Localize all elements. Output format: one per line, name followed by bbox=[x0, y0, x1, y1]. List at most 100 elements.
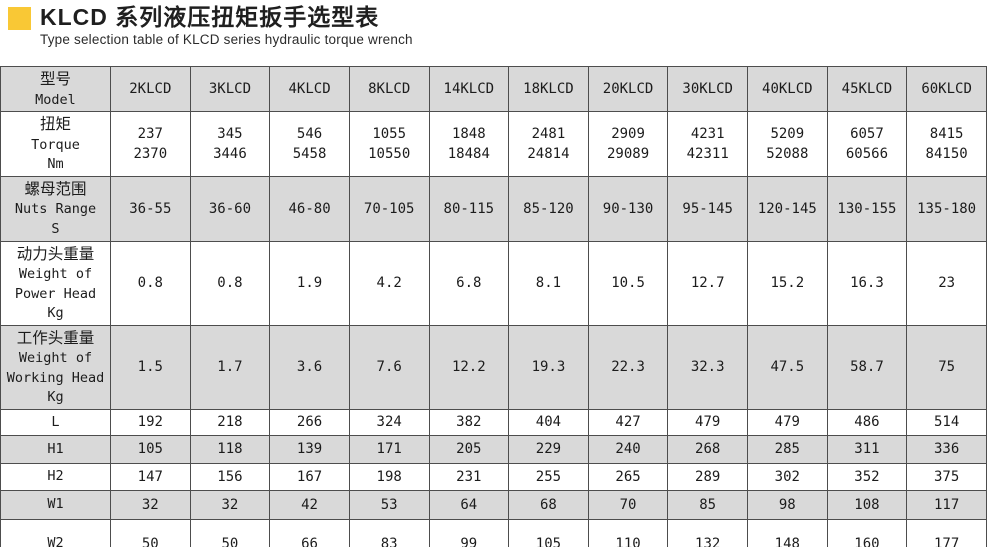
nuts-range-value-18klcd: 85-120 bbox=[508, 175, 589, 242]
row-label-dim-h2: H2 bbox=[0, 462, 111, 491]
corner-cell-model: 型号 Model bbox=[0, 66, 111, 113]
working-head-weight-value-14klcd: 12.2 bbox=[428, 324, 510, 410]
power-head-weight-value-20klcd: 10.5 bbox=[587, 240, 669, 326]
nuts-range-value-4klcd: 46-80 bbox=[269, 175, 350, 242]
torque-value-2klcd: 237 2370 bbox=[110, 111, 191, 177]
dim-h2-value-3klcd: 156 bbox=[189, 462, 271, 491]
dim-l-value-18klcd: 404 bbox=[508, 408, 589, 436]
nuts-range-value-8klcd: 70-105 bbox=[348, 175, 430, 242]
torque-value-3klcd: 345 3446 bbox=[189, 111, 271, 177]
table-header-row: 型号 Model 2KLCD 3KLCD 4KLCD 8KLCD 14KLCD 18KLCD… bbox=[0, 66, 987, 113]
dim-h1-value-40klcd: 285 bbox=[747, 434, 828, 464]
dim-w2-value-18klcd: 105 bbox=[508, 518, 589, 547]
power-head-weight-value-14klcd: 6.8 bbox=[428, 240, 510, 326]
row-label-working-head-weight: 工作头重量 Weight of Working Head Kg bbox=[0, 324, 111, 410]
model-header-3klcd: 3KLCD bbox=[189, 66, 271, 113]
dim-w1-value-18klcd: 68 bbox=[508, 489, 589, 520]
power-head-weight-value-30klcd: 12.7 bbox=[667, 240, 748, 326]
dim-w1-value-2klcd: 32 bbox=[110, 489, 191, 520]
dim-w1-value-30klcd: 85 bbox=[667, 489, 748, 520]
power-head-weight-value-4klcd: 1.9 bbox=[269, 240, 350, 326]
dim-w2-value-45klcd: 160 bbox=[826, 518, 908, 547]
dim-h2-value-4klcd: 167 bbox=[269, 462, 350, 491]
row-label-dim-h1: H1 bbox=[0, 434, 111, 464]
table-row-torque: 扭矩 Torque Nm 237 2370 345 3446 546 5458 1055… bbox=[0, 111, 987, 177]
dim-l-value-45klcd: 486 bbox=[826, 408, 908, 436]
dim-w1-value-45klcd: 108 bbox=[826, 489, 908, 520]
nuts-range-value-3klcd: 36-60 bbox=[189, 175, 271, 242]
dim-w2-value-40klcd: 148 bbox=[747, 518, 828, 547]
dim-w2-value-20klcd: 110 bbox=[587, 518, 669, 547]
dim-w1-value-3klcd: 32 bbox=[189, 489, 271, 520]
table-row-dim-h1: H1 105 118 139 171 205 229 240 268 285 311 336 bbox=[0, 434, 987, 464]
nuts-range-value-40klcd: 120-145 bbox=[747, 175, 828, 242]
dim-h1-value-20klcd: 240 bbox=[587, 434, 669, 464]
dim-w2-value-2klcd: 50 bbox=[110, 518, 191, 547]
accent-square-icon bbox=[8, 7, 31, 30]
dim-h2-value-40klcd: 302 bbox=[747, 462, 828, 491]
working-head-weight-value-30klcd: 32.3 bbox=[667, 324, 748, 410]
power-head-weight-value-40klcd: 15.2 bbox=[747, 240, 828, 326]
dim-w2-value-8klcd: 83 bbox=[348, 518, 430, 547]
torque-value-60klcd: 8415 84150 bbox=[906, 111, 987, 177]
working-head-weight-value-8klcd: 7.6 bbox=[348, 324, 430, 410]
torque-value-14klcd: 1848 18484 bbox=[428, 111, 510, 177]
working-head-weight-value-18klcd: 19.3 bbox=[508, 324, 589, 410]
selection-table-body: 型号 Model 2KLCD 3KLCD 4KLCD 8KLCD 14KLCD 18KLCD… bbox=[0, 66, 987, 547]
working-head-weight-value-60klcd: 75 bbox=[906, 324, 987, 410]
dim-w1-value-8klcd: 53 bbox=[348, 489, 430, 520]
row-label-dim-w2: W2 bbox=[0, 518, 111, 547]
dim-h1-value-8klcd: 171 bbox=[348, 434, 430, 464]
nuts-range-value-2klcd: 36-55 bbox=[110, 175, 191, 242]
dim-h1-value-4klcd: 139 bbox=[269, 434, 350, 464]
row-label-nuts-range: 螺母范围 Nuts Range S bbox=[0, 175, 111, 242]
nuts-range-value-14klcd: 80-115 bbox=[428, 175, 510, 242]
model-header-60klcd: 60KLCD bbox=[906, 66, 987, 113]
nuts-range-value-20klcd: 90-130 bbox=[587, 175, 669, 242]
dim-l-value-60klcd: 514 bbox=[906, 408, 987, 436]
dim-h2-value-30klcd: 289 bbox=[667, 462, 748, 491]
title-block: KLCD 系列液压扭矩扳手选型表 Type selection table of… bbox=[40, 4, 413, 48]
dim-w2-value-14klcd: 99 bbox=[428, 518, 510, 547]
dim-l-value-3klcd: 218 bbox=[189, 408, 271, 436]
model-header-8klcd: 8KLCD bbox=[348, 66, 430, 113]
table-row-dim-h2: H2 147 156 167 198 231 255 265 289 302 352 375 bbox=[0, 462, 987, 491]
dim-w1-value-14klcd: 64 bbox=[428, 489, 510, 520]
model-header-30klcd: 30KLCD bbox=[667, 66, 748, 113]
table-row-dim-w1: W1 32 32 42 53 64 68 70 85 98 108 117 bbox=[0, 489, 987, 520]
model-header-45klcd: 45KLCD bbox=[826, 66, 908, 113]
dim-w2-value-4klcd: 66 bbox=[269, 518, 350, 547]
dim-w1-value-4klcd: 42 bbox=[269, 489, 350, 520]
table-row-dim-l: L 192 218 266 324 382 404 427 479 479 486 514 bbox=[0, 408, 987, 436]
dim-h1-value-2klcd: 105 bbox=[110, 434, 191, 464]
dim-h1-value-30klcd: 268 bbox=[667, 434, 748, 464]
dim-l-value-2klcd: 192 bbox=[110, 408, 191, 436]
torque-value-18klcd: 2481 24814 bbox=[508, 111, 589, 177]
page-subtitle: Type selection table of KLCD series hydr… bbox=[40, 32, 413, 48]
power-head-weight-value-45klcd: 16.3 bbox=[826, 240, 908, 326]
dim-l-value-8klcd: 324 bbox=[348, 408, 430, 436]
dim-h1-value-60klcd: 336 bbox=[906, 434, 987, 464]
dim-w2-value-3klcd: 50 bbox=[189, 518, 271, 547]
working-head-weight-value-20klcd: 22.3 bbox=[587, 324, 669, 410]
page-header: KLCD 系列液压扭矩扳手选型表 Type selection table of… bbox=[0, 0, 987, 47]
page-title: KLCD 系列液压扭矩扳手选型表 bbox=[40, 4, 380, 30]
dim-h2-value-60klcd: 375 bbox=[906, 462, 987, 491]
power-head-weight-value-2klcd: 0.8 bbox=[110, 240, 191, 326]
type-selection-table: 型号 Model 2KLCD 3KLCD 4KLCD 8KLCD 14KLCD 18KLCD… bbox=[0, 66, 987, 547]
dim-w1-value-40klcd: 98 bbox=[747, 489, 828, 520]
table-row-working-head-weight: 工作头重量 Weight of Working Head Kg 1.5 1.7 3.6… bbox=[0, 324, 987, 410]
torque-value-4klcd: 546 5458 bbox=[269, 111, 350, 177]
dim-h2-value-18klcd: 255 bbox=[508, 462, 589, 491]
dim-h1-value-3klcd: 118 bbox=[189, 434, 271, 464]
model-header-14klcd: 14KLCD bbox=[428, 66, 510, 113]
dim-h2-value-45klcd: 352 bbox=[826, 462, 908, 491]
nuts-range-value-60klcd: 135-180 bbox=[906, 175, 987, 242]
dim-h2-value-2klcd: 147 bbox=[110, 462, 191, 491]
dim-h1-value-45klcd: 311 bbox=[826, 434, 908, 464]
dim-w2-value-60klcd: 177 bbox=[906, 518, 987, 547]
torque-value-20klcd: 2909 29089 bbox=[587, 111, 669, 177]
model-header-2klcd: 2KLCD bbox=[110, 66, 191, 113]
dim-l-value-20klcd: 427 bbox=[587, 408, 669, 436]
torque-value-30klcd: 4231 42311 bbox=[667, 111, 748, 177]
